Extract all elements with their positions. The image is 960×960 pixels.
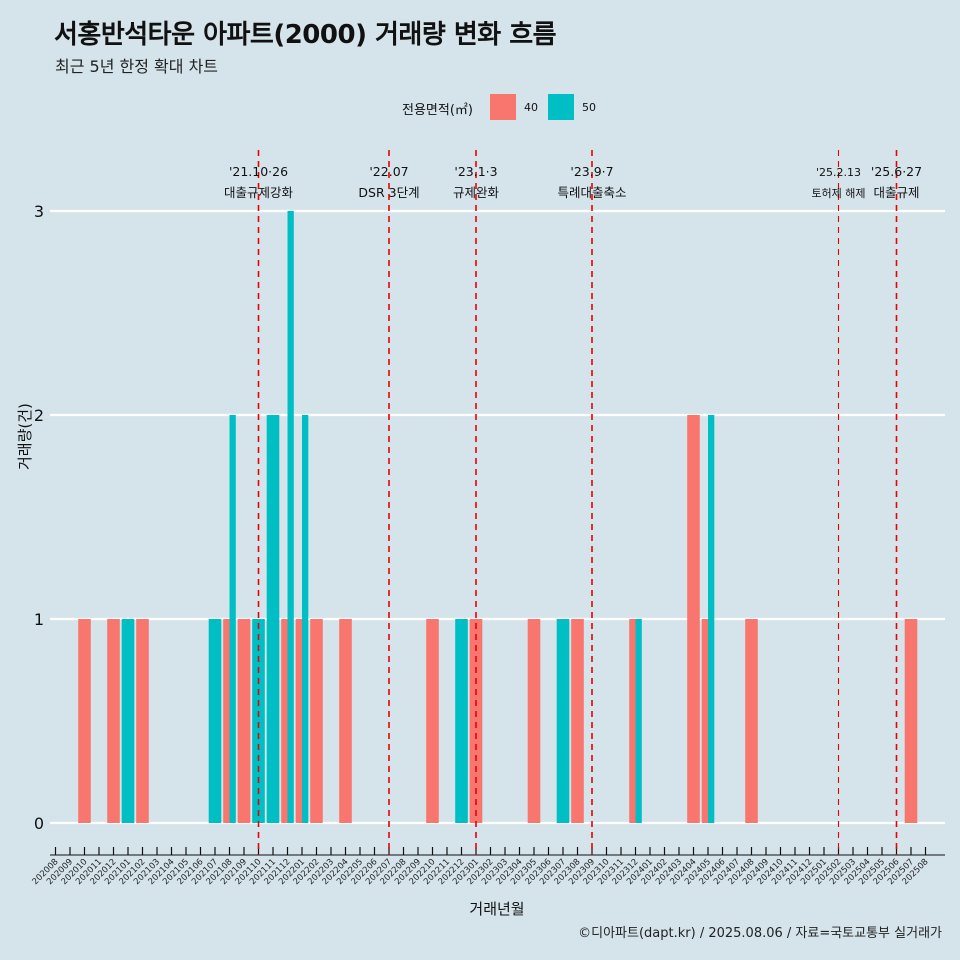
bar-40 — [223, 619, 230, 823]
caption: ©디아파트(dapt.kr) / 2025.08.06 / 자료=국토교통부 실… — [578, 926, 942, 941]
bar-40 — [107, 619, 120, 823]
y-tick-label: 0 — [34, 814, 44, 833]
bar-50 — [229, 415, 236, 823]
bar-40 — [136, 619, 149, 823]
annotation-date: '23.1·3 — [454, 164, 497, 179]
bar-50 — [208, 619, 222, 823]
legend-label-40: 40 — [524, 101, 538, 114]
annotation-date: '22.07 — [369, 164, 408, 179]
bar-40 — [426, 619, 439, 823]
bar-50 — [252, 619, 265, 823]
bar-40 — [904, 619, 918, 823]
bar-40 — [237, 619, 251, 823]
chart-title: 서홍반석타운 아파트(2000) 거래량 변화 흐름 — [54, 20, 557, 50]
legend-label-50: 50 — [582, 101, 596, 114]
bar-40 — [469, 619, 483, 823]
bar-40 — [629, 619, 636, 823]
bar-40 — [310, 619, 323, 823]
legend-title: 전용면적(㎡) — [402, 103, 473, 118]
annotation-date: '23.9·7 — [570, 164, 613, 179]
bar-50 — [302, 415, 309, 823]
y-tick-label: 2 — [34, 406, 44, 425]
annotation-label: 규제완화 — [453, 185, 500, 200]
annotation-date: '25.2.13 — [816, 166, 861, 179]
bar-40 — [745, 619, 758, 823]
annotation-label: DSR 3단계 — [358, 185, 419, 200]
bar-40 — [295, 619, 302, 823]
x-axis-label: 거래년월 — [469, 900, 524, 918]
bar-50 — [121, 619, 135, 823]
bar-50 — [287, 211, 294, 823]
bar-50 — [708, 415, 715, 823]
legend-swatch-50 — [548, 94, 574, 120]
bar-40 — [701, 619, 708, 823]
bar-40 — [527, 619, 541, 823]
legend-swatch-40 — [490, 94, 516, 120]
y-tick-label: 1 — [34, 610, 44, 629]
bar-50 — [455, 619, 468, 823]
bar-40 — [687, 415, 700, 823]
annotation-label: 대출규제 — [873, 185, 919, 200]
chart-subtitle: 최근 5년 한정 확대 차트 — [55, 57, 219, 76]
y-tick-label: 3 — [34, 202, 44, 221]
bar-40 — [78, 619, 91, 823]
annotation-label: 토허제 해제 — [811, 186, 865, 200]
bar-50 — [266, 415, 280, 823]
annotation-date: '25.6·27 — [871, 164, 922, 179]
annotation-label: 특례대출축소 — [557, 185, 626, 200]
bar-40 — [281, 619, 288, 823]
bar-50 — [556, 619, 570, 823]
bar-40 — [571, 619, 584, 823]
legend: 전용면적(㎡) 40 50 — [0, 92, 960, 122]
bar-40 — [339, 619, 352, 823]
bar-50 — [635, 619, 642, 823]
annotation-date: '21.10·26 — [229, 164, 288, 179]
annotation-label: 대출규제강화 — [224, 185, 294, 200]
